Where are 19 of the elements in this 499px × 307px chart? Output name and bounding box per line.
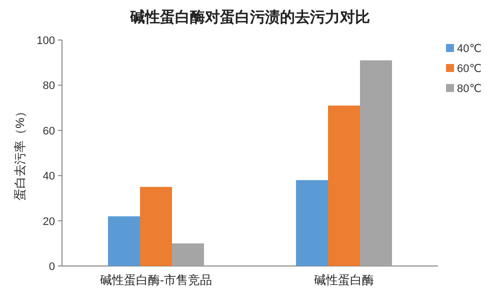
bar (108, 216, 140, 266)
chart-title: 碱性蛋白酶对蛋白污渍的去污力对比 (129, 9, 370, 26)
bar (140, 186, 172, 266)
y-axis-title: 蛋白去污率（%） (13, 106, 27, 200)
x-tick-label: 碱性蛋白酶-市售竞品 (100, 273, 212, 287)
y-tick-label: 40 (42, 170, 55, 183)
y-tick-label: 60 (42, 125, 55, 138)
legend-label: 80℃ (457, 83, 482, 95)
bar (328, 106, 360, 266)
y-tick-label: 100 (36, 35, 55, 47)
bar (296, 180, 328, 266)
legend-label: 60℃ (457, 63, 482, 75)
y-tick-label: 80 (42, 80, 55, 92)
bar (360, 60, 392, 266)
bar (172, 243, 204, 266)
legend-label: 40℃ (457, 43, 482, 55)
y-tick-label: 20 (42, 216, 55, 228)
x-tick-label: 碱性蛋白酶 (314, 273, 374, 287)
y-tick-label: 0 (48, 261, 55, 273)
